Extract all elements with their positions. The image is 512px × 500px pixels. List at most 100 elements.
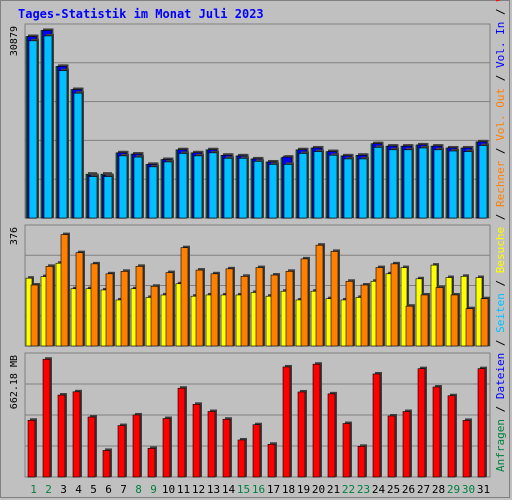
bar-volumen xyxy=(27,419,36,478)
bar-rechner xyxy=(435,287,444,347)
bar-volumen xyxy=(342,423,351,478)
bar-seiten xyxy=(268,164,278,219)
bar-volumen xyxy=(117,425,126,478)
bar-seiten xyxy=(148,166,158,219)
bar-rechner xyxy=(285,271,294,347)
x-tick-label: 26 xyxy=(402,483,415,496)
bar-volumen xyxy=(72,391,81,478)
bar-rechner xyxy=(315,244,324,347)
bar-rechner xyxy=(30,284,39,347)
bar-volumen xyxy=(57,394,66,478)
bar-rechner xyxy=(270,274,279,347)
bar-rechner xyxy=(300,258,309,347)
bar-rechner xyxy=(330,251,339,347)
bar-seiten xyxy=(118,155,128,219)
bar-volumen xyxy=(132,414,141,478)
x-tick-label: 8 xyxy=(135,483,142,496)
bar-seiten xyxy=(193,155,203,219)
bar-volumen xyxy=(42,358,51,478)
x-tick-label: 12 xyxy=(192,483,205,496)
legend-entry: Dateien xyxy=(494,353,507,399)
y-axis-max-label: 662.18 MB xyxy=(9,355,20,409)
bar-seiten xyxy=(298,153,308,219)
legend-entry: Rechner xyxy=(494,160,507,207)
x-tick-label: 25 xyxy=(387,483,400,496)
bar-rechner xyxy=(345,280,354,347)
right-legend: Anfragen / Dateien / Seiten / Besuche / … xyxy=(494,0,507,472)
bar-seiten xyxy=(133,156,143,219)
bar-seiten xyxy=(328,154,338,219)
y-axis-max-label: 30879 xyxy=(9,26,20,56)
x-tick-label: 16 xyxy=(252,483,265,496)
legend-entry: Volumen xyxy=(494,0,507,2)
bar-rechner xyxy=(390,263,399,347)
bar-rechner xyxy=(180,247,189,347)
bar-volumen xyxy=(432,386,441,478)
bar-rechner xyxy=(210,273,219,347)
legend-entry: / xyxy=(494,273,507,293)
bar-volumen xyxy=(162,418,171,478)
x-tick-label: 21 xyxy=(327,483,340,496)
x-tick-label: 7 xyxy=(120,483,127,496)
bar-seiten xyxy=(43,35,53,219)
bar-seiten xyxy=(343,158,353,219)
bar-rechner xyxy=(360,284,369,347)
bar-volumen xyxy=(207,411,216,478)
x-tick-label: 29 xyxy=(447,483,460,496)
bar-rechner xyxy=(450,294,459,347)
bar-rechner xyxy=(90,263,99,347)
bar-volumen xyxy=(372,373,381,478)
bar-seiten xyxy=(283,164,293,219)
x-tick-label: 18 xyxy=(282,483,295,496)
legend-entry: Anfragen xyxy=(494,419,507,472)
legend-entry: / xyxy=(494,2,507,22)
x-tick-label: 6 xyxy=(105,483,112,496)
bar-seiten xyxy=(208,152,218,219)
bar-seiten xyxy=(403,149,413,219)
bar-seiten xyxy=(58,70,68,219)
bar-volumen xyxy=(282,366,291,478)
bar-rechner xyxy=(150,285,159,347)
bar-seiten xyxy=(373,147,383,219)
bar-volumen xyxy=(387,415,396,478)
bar-rechner xyxy=(60,234,69,347)
legend-entry: / xyxy=(494,399,507,419)
bar-seiten xyxy=(73,92,83,219)
bar-volumen xyxy=(252,424,261,478)
bar-seiten xyxy=(478,145,488,219)
bar-rechner xyxy=(165,272,174,347)
x-tick-label: 19 xyxy=(297,483,310,496)
bar-rechner xyxy=(420,294,429,347)
x-tick-label: 13 xyxy=(207,483,220,496)
bar-seiten xyxy=(103,176,113,219)
bar-volumen xyxy=(312,363,321,478)
bar-rechner xyxy=(45,266,54,347)
legend-entry: / xyxy=(494,207,507,227)
x-tick-label: 22 xyxy=(342,483,355,496)
legend-entry: / xyxy=(494,141,507,161)
y-axis-max-label: 376 xyxy=(9,227,20,245)
bar-seiten xyxy=(238,158,248,219)
bar-rechner xyxy=(120,271,129,347)
bar-seiten xyxy=(178,153,188,219)
bar-volumen xyxy=(297,391,306,478)
bar-volumen xyxy=(237,439,246,478)
x-tick-label: 5 xyxy=(90,483,97,496)
x-tick-label: 28 xyxy=(432,483,445,496)
bar-rechner xyxy=(375,267,384,347)
legend-entry: Vol. Out xyxy=(494,88,507,141)
bar-rechner xyxy=(75,252,84,347)
bar-volumen xyxy=(327,393,336,478)
bar-rechner xyxy=(240,275,249,347)
bar-seiten xyxy=(313,151,323,219)
bar-volumen xyxy=(222,418,231,478)
bar-rechner xyxy=(480,298,489,347)
x-tick-label: 15 xyxy=(237,483,250,496)
bar-rechner xyxy=(405,305,414,347)
bar-rechner xyxy=(225,268,234,347)
legend-entry: Seiten xyxy=(494,293,507,333)
legend-entry: Vol. In xyxy=(494,22,507,68)
bar-volumen xyxy=(357,446,366,478)
x-tick-label: 9 xyxy=(150,483,157,496)
legend-entry: / xyxy=(494,68,507,88)
